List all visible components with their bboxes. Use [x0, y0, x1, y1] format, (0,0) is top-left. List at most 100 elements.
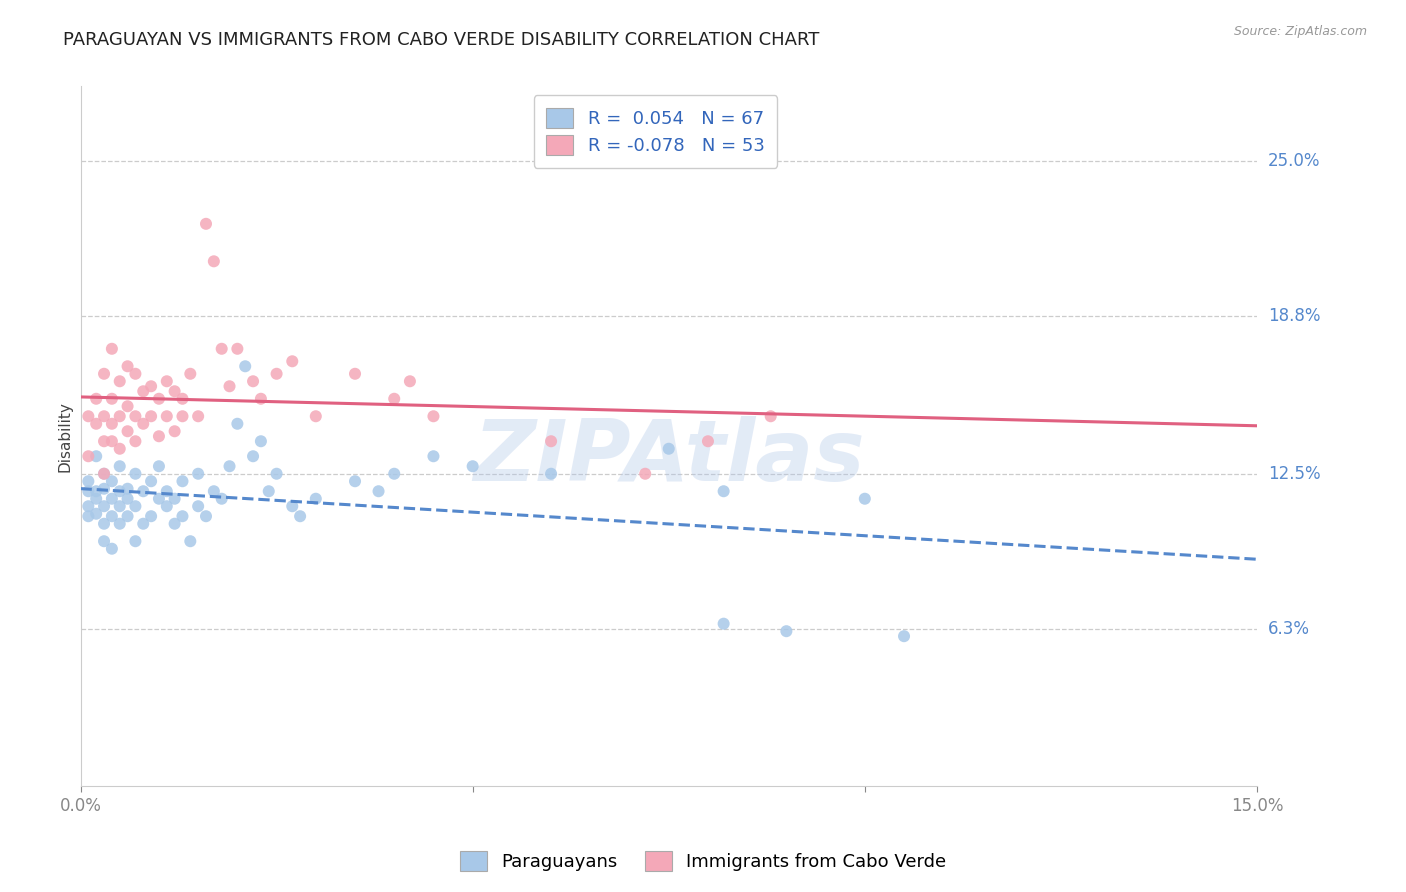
- Point: [218, 379, 240, 393]
- Point: [101, 541, 124, 556]
- Y-axis label: Disability: Disability: [58, 401, 72, 472]
- Point: [367, 484, 389, 499]
- Point: [108, 459, 131, 474]
- Point: [382, 467, 405, 481]
- Point: [163, 516, 186, 531]
- Point: [218, 459, 240, 474]
- Point: [713, 484, 735, 499]
- Point: [172, 392, 194, 406]
- Point: [257, 484, 280, 499]
- Point: [775, 624, 797, 639]
- Point: [108, 442, 131, 456]
- Point: [893, 629, 915, 643]
- Point: [179, 534, 201, 549]
- Point: [124, 434, 146, 449]
- Point: [250, 392, 273, 406]
- Point: [93, 367, 115, 381]
- Point: [93, 409, 115, 424]
- Point: [93, 500, 115, 514]
- Point: [84, 417, 107, 431]
- Point: [187, 500, 209, 514]
- Point: [172, 409, 194, 424]
- Point: [266, 467, 288, 481]
- Point: [77, 409, 100, 424]
- Point: [540, 434, 562, 449]
- Point: [148, 429, 170, 443]
- Point: [540, 467, 562, 481]
- Point: [266, 367, 288, 381]
- Point: [422, 449, 444, 463]
- Point: [139, 509, 162, 524]
- Point: [163, 424, 186, 438]
- Point: [77, 449, 100, 463]
- Point: [211, 491, 233, 506]
- Point: [132, 384, 155, 399]
- Legend: Paraguayans, Immigrants from Cabo Verde: Paraguayans, Immigrants from Cabo Verde: [453, 844, 953, 879]
- Point: [84, 484, 107, 499]
- Point: [697, 434, 720, 449]
- Point: [77, 509, 100, 524]
- Text: 12.5%: 12.5%: [1268, 465, 1320, 483]
- Point: [156, 409, 179, 424]
- Point: [108, 500, 131, 514]
- Point: [139, 409, 162, 424]
- Point: [132, 484, 155, 499]
- Point: [187, 467, 209, 481]
- Point: [124, 409, 146, 424]
- Point: [108, 484, 131, 499]
- Point: [148, 392, 170, 406]
- Point: [101, 342, 124, 356]
- Point: [117, 359, 139, 374]
- Point: [658, 442, 681, 456]
- Point: [139, 475, 162, 489]
- Point: [305, 409, 328, 424]
- Point: [93, 482, 115, 496]
- Point: [84, 449, 107, 463]
- Point: [108, 409, 131, 424]
- Point: [242, 449, 264, 463]
- Point: [117, 509, 139, 524]
- Point: [156, 484, 179, 499]
- Point: [233, 359, 256, 374]
- Point: [84, 507, 107, 521]
- Point: [163, 384, 186, 399]
- Point: [202, 254, 225, 268]
- Point: [117, 491, 139, 506]
- Point: [101, 392, 124, 406]
- Point: [759, 409, 782, 424]
- Point: [101, 434, 124, 449]
- Point: [108, 374, 131, 388]
- Point: [84, 392, 107, 406]
- Point: [77, 500, 100, 514]
- Point: [226, 417, 249, 431]
- Point: [77, 484, 100, 499]
- Point: [124, 534, 146, 549]
- Point: [250, 434, 273, 449]
- Point: [422, 409, 444, 424]
- Point: [101, 509, 124, 524]
- Point: [211, 342, 233, 356]
- Point: [713, 616, 735, 631]
- Point: [132, 417, 155, 431]
- Text: ZIPAtlas: ZIPAtlas: [472, 416, 865, 499]
- Point: [124, 367, 146, 381]
- Point: [117, 424, 139, 438]
- Text: 18.8%: 18.8%: [1268, 307, 1320, 326]
- Point: [281, 500, 304, 514]
- Point: [93, 467, 115, 481]
- Text: PARAGUAYAN VS IMMIGRANTS FROM CABO VERDE DISABILITY CORRELATION CHART: PARAGUAYAN VS IMMIGRANTS FROM CABO VERDE…: [63, 31, 820, 49]
- Point: [93, 534, 115, 549]
- Point: [382, 392, 405, 406]
- Point: [288, 509, 311, 524]
- Point: [172, 509, 194, 524]
- Point: [156, 500, 179, 514]
- Point: [179, 367, 201, 381]
- Point: [195, 509, 218, 524]
- Point: [101, 417, 124, 431]
- Point: [93, 434, 115, 449]
- Point: [156, 374, 179, 388]
- Point: [163, 491, 186, 506]
- Point: [132, 516, 155, 531]
- Point: [461, 459, 484, 474]
- Point: [634, 467, 657, 481]
